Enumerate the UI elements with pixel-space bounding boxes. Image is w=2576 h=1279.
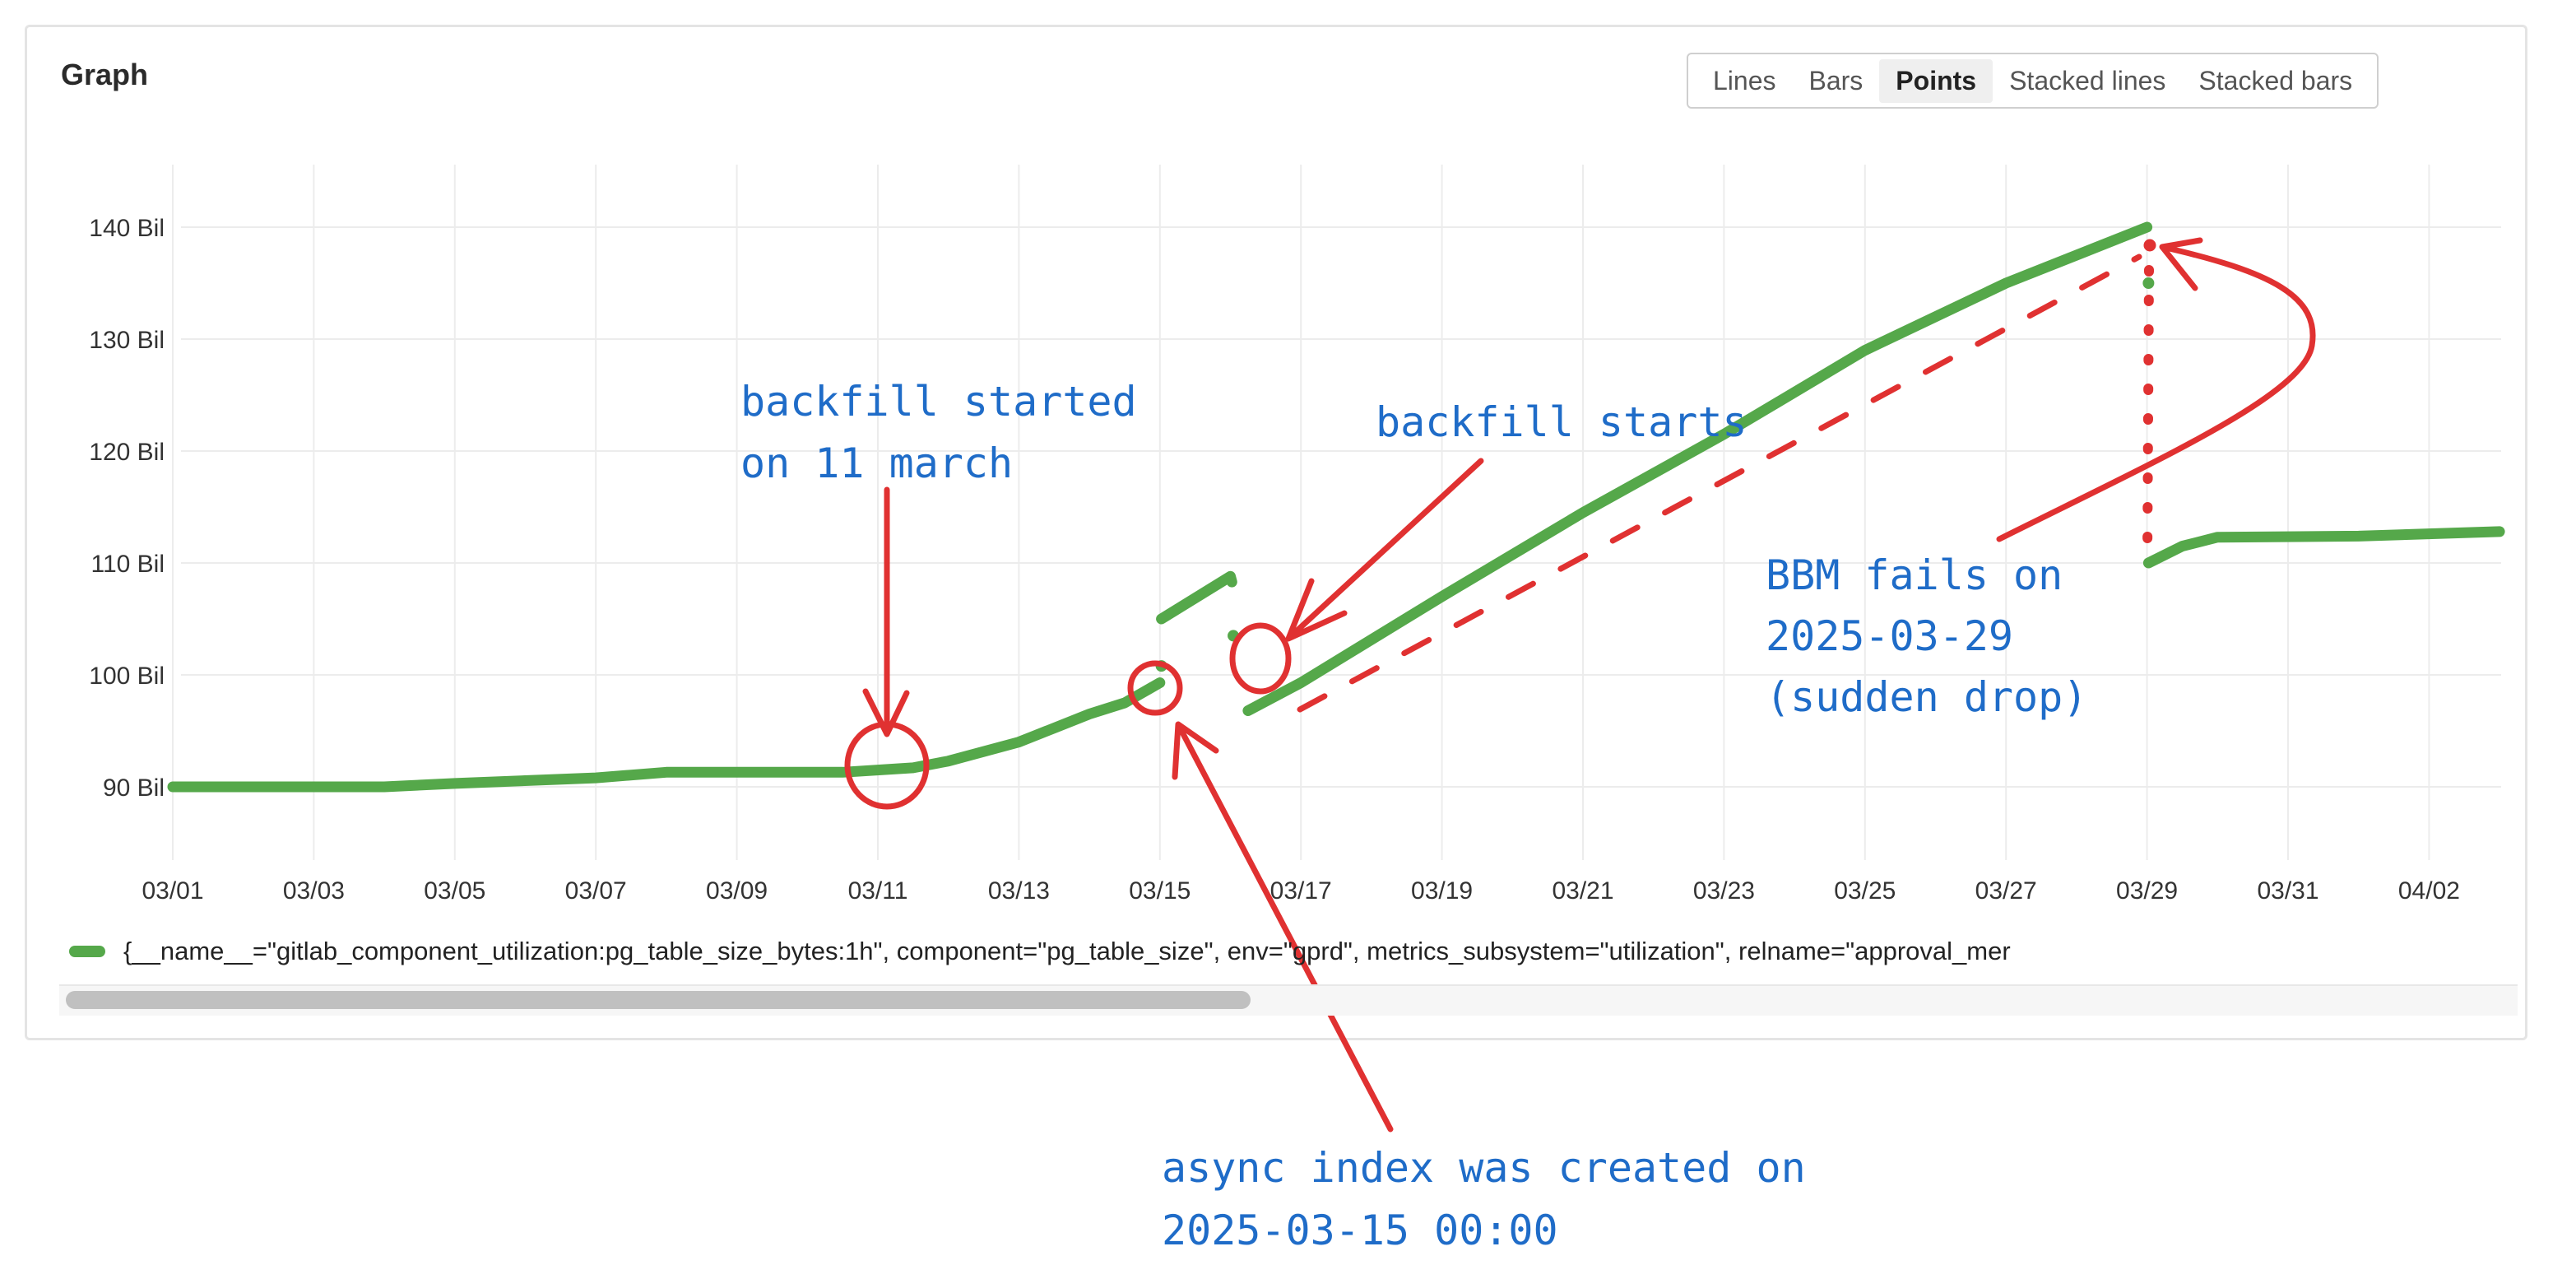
arrow-backfill-starts: [1285, 458, 1484, 642]
dashed-trend-line: [1297, 253, 2142, 713]
x-tick-label: 03/25: [1834, 877, 1896, 905]
data-series-segment: [2142, 526, 2505, 569]
dotted-drop-line: [2142, 265, 2154, 565]
x-tick-label: 03/27: [1975, 877, 2037, 905]
y-tick-label: 140 Bil: [89, 215, 165, 242]
data-point: [2142, 277, 2155, 289]
legend: {__name__="gitlab_component_utilization:…: [69, 937, 2513, 966]
stacked-lines-button[interactable]: Stacked lines: [2009, 65, 2166, 95]
annotation-bbm-fails-line2: 2025-03-29: [1766, 612, 2013, 660]
arrow-async-index: [1172, 721, 1394, 1132]
curved-arrow-bbm: [1996, 237, 2316, 542]
x-tick-label: 03/21: [1552, 877, 1613, 905]
scrollbar-thumb[interactable]: [66, 991, 1251, 1009]
panel-title: Graph: [61, 58, 149, 91]
annotation-bbm-fails-line1: BBM fails on: [1766, 551, 2063, 599]
annotation-async-index-line2: 2025-03-15 00:00: [1162, 1207, 1558, 1254]
legend-series-label[interactable]: {__name__="gitlab_component_utilization:…: [123, 937, 2011, 965]
annotation-async-index-line1: async index was created on: [1162, 1144, 1806, 1192]
annotation-backfill-starts: backfill starts: [1376, 398, 1748, 446]
annotation-backfill-started-line2: on 11 march: [740, 440, 1013, 487]
y-tick-label: 90 Bil: [103, 774, 165, 802]
x-tick-label: 03/29: [2116, 877, 2178, 905]
legend-scrollbar[interactable]: [59, 984, 2518, 1016]
highlight-circle-mar15: [1127, 660, 1183, 716]
view-mode-toggle: Lines Bars Points Stacked lines Stacked …: [1687, 53, 2379, 109]
annotation-bbm-fails-line3: (sudden drop): [1766, 673, 2087, 721]
y-tick-label: 100 Bil: [89, 663, 165, 690]
y-tick-label: 120 Bil: [89, 439, 165, 466]
annotation-backfill-started-line1: backfill started: [740, 378, 1137, 426]
x-tick-label: 03/05: [424, 877, 485, 905]
x-tick-label: 03/19: [1411, 877, 1473, 905]
points-button[interactable]: Points: [1879, 58, 1993, 103]
x-tick-label: 03/17: [1270, 877, 1332, 905]
dot-mark: [2143, 239, 2156, 252]
x-tick-label: 03/01: [142, 877, 203, 905]
stacked-bars-button[interactable]: Stacked bars: [2198, 65, 2353, 95]
x-tick-label: 04/02: [2398, 877, 2460, 905]
x-tick-label: 03/13: [988, 877, 1050, 905]
x-tick-label: 03/07: [565, 877, 627, 905]
x-tick-label: 03/23: [1693, 877, 1755, 905]
x-tick-label: 03/03: [283, 877, 345, 905]
x-tick-label: 03/31: [2257, 877, 2318, 905]
data-series-segment: [167, 677, 1166, 793]
y-tick-label: 130 Bil: [89, 327, 165, 354]
data-series-segment: [1156, 570, 1237, 625]
bars-button[interactable]: Bars: [1808, 65, 1864, 95]
x-tick-label: 03/09: [706, 877, 768, 905]
arrow-mar11: [862, 486, 910, 737]
highlight-circle-mar16: [1229, 622, 1292, 695]
x-tick-label: 03/15: [1129, 877, 1191, 905]
y-tick-label: 110 Bil: [91, 551, 165, 578]
data-series-segment: [1242, 221, 2153, 716]
x-tick-label: 03/11: [848, 877, 908, 905]
lines-button[interactable]: Lines: [1713, 65, 1776, 95]
legend-swatch[interactable]: [69, 946, 105, 957]
graph-panel: [25, 25, 2527, 1040]
